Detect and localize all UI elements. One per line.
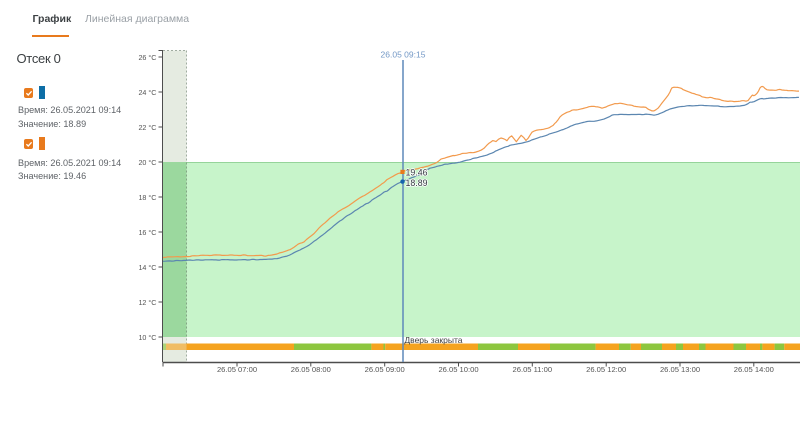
svg-text:26.05 09:00: 26.05 09:00 xyxy=(365,365,405,374)
svg-text:24 °C: 24 °C xyxy=(138,88,156,97)
svg-text:10 °C: 10 °C xyxy=(138,333,156,342)
svg-text:18 °C: 18 °C xyxy=(138,193,156,202)
svg-text:26.05 12:00: 26.05 12:00 xyxy=(586,365,626,374)
svg-text:12 °C: 12 °C xyxy=(138,298,156,307)
svg-text:26 °C: 26 °C xyxy=(138,53,156,62)
svg-text:26.05 08:00: 26.05 08:00 xyxy=(291,365,331,374)
svg-text:19.46: 19.46 xyxy=(406,167,428,177)
svg-text:26.05 09:15: 26.05 09:15 xyxy=(381,50,426,60)
svg-text:26.05 07:00: 26.05 07:00 xyxy=(217,365,257,374)
svg-text:26.05 14:00: 26.05 14:00 xyxy=(734,365,774,374)
svg-text:22 °C: 22 °C xyxy=(138,123,156,132)
svg-text:14 °C: 14 °C xyxy=(138,263,156,272)
svg-text:26.05 13:00: 26.05 13:00 xyxy=(660,365,700,374)
svg-text:Дверь закрыта: Дверь закрыта xyxy=(404,335,462,345)
svg-text:26.05 10:00: 26.05 10:00 xyxy=(438,365,478,374)
svg-text:26.05 11:00: 26.05 11:00 xyxy=(513,365,553,374)
svg-text:16 °C: 16 °C xyxy=(138,228,156,237)
svg-text:20 °C: 20 °C xyxy=(138,158,156,167)
svg-text:18.89: 18.89 xyxy=(406,178,428,188)
